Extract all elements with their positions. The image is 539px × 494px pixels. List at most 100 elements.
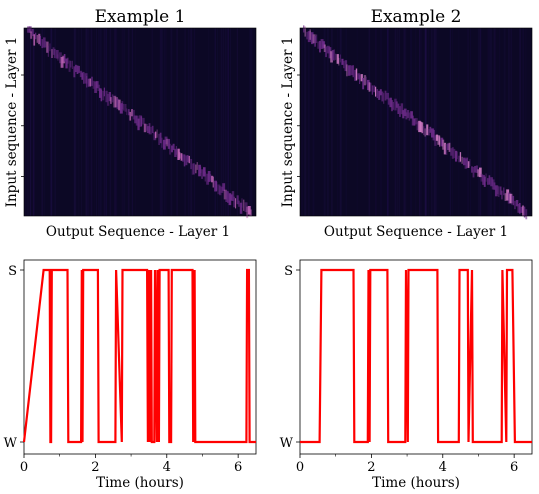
heatmap-diagonal-cell [139, 115, 142, 127]
heatmap-streak [435, 28, 437, 216]
heatmap-diagonal-cell [362, 78, 365, 90]
heatmap-diagonal-cell [427, 129, 431, 136]
heatmap-diagonal-cell [163, 139, 166, 150]
line-plot-2-series [300, 268, 532, 444]
heatmap-diagonal-cell [450, 148, 453, 156]
heatmap-diagonal-cell [95, 81, 99, 89]
heatmap-diagonal-cell [515, 200, 519, 207]
heatmap-streak [433, 28, 435, 216]
heatmap-diagonal-cell [239, 202, 243, 214]
heatmap-streak [51, 28, 53, 216]
heatmap-diagonal-cell [79, 70, 83, 78]
heatmap-diagonal-cell [309, 29, 311, 40]
heatmap-streak [160, 28, 163, 216]
heatmap-diagonal-cell [59, 52, 62, 64]
heatmap-diagonal-cell [46, 41, 49, 53]
heatmap-diagonal-cell [415, 118, 418, 125]
heatmap-diagonal-cell [517, 204, 520, 213]
heatmap-diagonal-cell [477, 169, 479, 177]
heatmap-streak [479, 28, 481, 216]
heatmap-diagonal-cell [185, 155, 188, 166]
heatmap-streak [115, 28, 117, 216]
heatmap-diagonal-cell [351, 65, 354, 76]
heatmap-diagonal-cell [30, 31, 33, 39]
heatmap-streak [450, 28, 452, 216]
heatmap-streak [27, 28, 29, 216]
heatmap-streak [214, 28, 216, 216]
heatmap-streak [87, 28, 89, 216]
heatmap-diagonal-cell [383, 93, 385, 104]
heatmap-streak [490, 28, 492, 216]
heatmap-diagonal-cell [143, 123, 147, 133]
heatmap-streak [221, 28, 223, 216]
heatmap-diagonal-cell [43, 37, 46, 48]
heatmap-diagonal-cell [31, 29, 34, 37]
heatmap-diagonal-cell [161, 137, 163, 148]
heatmap-diagonal-cell [145, 124, 148, 131]
heatmap-diagonal-cell [219, 185, 222, 196]
heatmap-streak [94, 28, 95, 216]
heatmap-streak [55, 28, 56, 216]
heatmap-diagonal-cell [190, 159, 193, 170]
heatmap-streak [127, 28, 130, 216]
heatmap-diagonal-cell [187, 155, 189, 163]
heatmap-diagonal-cell [328, 47, 332, 59]
heatmap-streak [163, 28, 166, 216]
heatmap-streak [30, 28, 31, 216]
heatmap-streak [467, 28, 469, 216]
heatmap-diagonal-cell [35, 32, 37, 40]
heatmap-streak [525, 28, 527, 216]
heatmap-diagonal-cell [191, 163, 195, 175]
heatmap-diagonal-cell [153, 132, 157, 141]
heatmap-1-xlabel: Output Sequence - Layer 1 [46, 224, 230, 240]
heatmap-streak [121, 28, 123, 216]
x-tick-label: 4 [439, 460, 447, 475]
heatmap-streak [519, 28, 522, 216]
heatmap-streak [151, 28, 154, 216]
heatmap-streak [435, 28, 437, 216]
heatmap-diagonal-cell [87, 78, 90, 87]
heatmap-diagonal-cell [158, 133, 160, 145]
heatmap-streak [522, 28, 524, 216]
heatmap-diagonal-cell [475, 165, 478, 173]
heatmap-streak [99, 28, 102, 216]
heatmap-diagonal-cell [368, 82, 371, 92]
heatmap-diagonal-cell [331, 50, 334, 61]
heatmap-diagonal-cell [78, 65, 80, 73]
heatmap-diagonal-cell [39, 35, 41, 46]
heatmap-diagonal-cell [49, 43, 51, 52]
heatmap-streak [508, 28, 509, 216]
line-plot-1-axes: W S 0 2 4 6 [4, 264, 243, 475]
heatmap-diagonal-cell [461, 156, 463, 164]
y-tick-label-s: S [8, 264, 17, 279]
heatmap-streak [114, 28, 116, 216]
heatmap-diagonal-cell [244, 202, 248, 213]
heatmap-diagonal-cell [503, 187, 505, 196]
heatmap-diagonal-cell [463, 157, 466, 166]
heatmap-diagonal-cell [365, 76, 367, 85]
heatmap-diagonal-cell [493, 182, 496, 190]
heatmap-streak [386, 28, 389, 216]
heatmap-streak [208, 28, 210, 216]
heatmap-streak [404, 28, 407, 216]
heatmap-diagonal-cell [135, 115, 139, 126]
heatmap-diagonal-cell [247, 206, 251, 215]
heatmap-diagonal-cell [121, 101, 124, 110]
heatmap-diagonal-cell [228, 193, 232, 206]
heatmap-diagonal-cell [466, 157, 468, 169]
heatmap-diagonal-cell [315, 34, 318, 43]
heatmap-streak [176, 28, 178, 216]
heatmap-diagonal-cell [347, 65, 351, 76]
heatmap-diagonal-cell [354, 70, 357, 81]
heatmap-streak [505, 28, 506, 216]
heatmap-diagonal-cell [62, 55, 66, 64]
heatmap-diagonal-cell [485, 173, 487, 182]
heatmap-streak [437, 28, 439, 216]
heatmap-diagonal-cell [456, 151, 458, 160]
heatmap-streak [396, 28, 398, 216]
heatmap-streak [470, 28, 471, 216]
heatmap-streak [217, 28, 218, 216]
heatmap-streak [29, 28, 32, 216]
heatmap-streak [368, 28, 370, 216]
heatmap-streak [95, 28, 97, 216]
